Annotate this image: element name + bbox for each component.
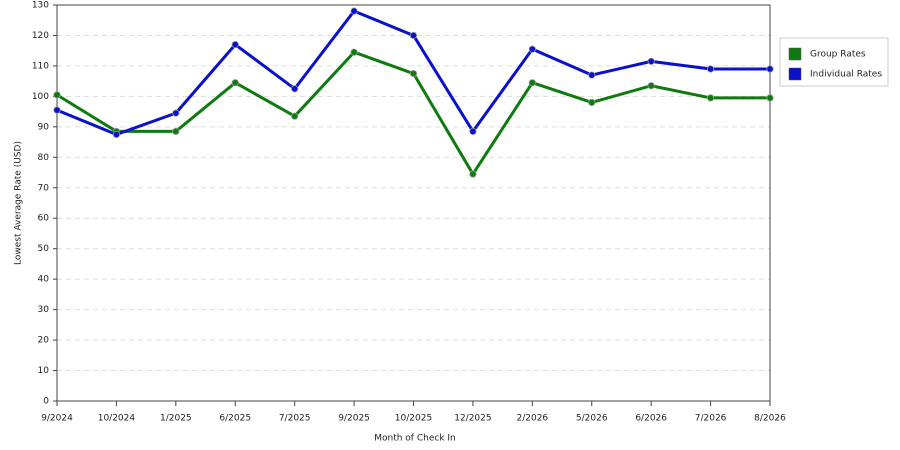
y-tick-label: 130 [32,1,49,11]
y-tick-label: 70 [38,183,50,193]
x-tick-label: 5/2026 [576,414,608,424]
y-tick-label: 110 [32,61,49,71]
x-tick-label: 1/2025 [160,414,192,424]
legend-swatch [788,67,802,81]
point [528,79,536,87]
y-tick-label: 120 [32,31,49,41]
point [172,109,180,117]
x-tick-label: 10/2024 [98,414,136,424]
point [528,45,536,53]
x-axis-label: Month of Check In [374,434,456,444]
point [766,65,774,73]
point [231,40,239,49]
x-tick-label: 7/2025 [279,414,311,424]
x-tick-label: 2/2026 [516,414,548,424]
point [172,127,180,136]
x-tick-label: 12/2025 [454,414,491,424]
point [53,106,61,114]
point [409,31,418,40]
point [647,82,655,90]
point [350,48,358,56]
x-tick-label: 7/2026 [695,414,727,424]
point [706,65,715,73]
point [588,98,596,107]
x-tick-label: 9/2025 [338,414,370,424]
point [291,112,299,120]
point [112,130,121,139]
y-tick-label: 100 [32,92,49,102]
point [291,85,299,93]
point [469,127,477,136]
x-tick-label: 6/2026 [635,414,667,424]
legend-swatch [788,47,802,61]
point [706,94,715,102]
legend-label: Group Rates [810,50,866,60]
point [53,91,61,99]
x-tick-label: 8/2026 [754,414,786,424]
y-tick-label: 40 [38,275,50,285]
x-tick-label: 9/2024 [41,414,73,424]
point [350,7,358,15]
y-axis-label: Lowest Average Rate (USD) [14,141,24,265]
y-tick-label: 20 [38,336,50,346]
point [231,79,239,87]
y-tick-label: 30 [38,305,50,315]
y-tick-label: 90 [38,122,50,132]
y-tick-label: 0 [43,397,49,407]
y-tick-label: 50 [38,244,50,254]
point [766,94,774,102]
point [647,57,655,65]
point [588,71,596,79]
plot-frame [56,4,771,402]
y-tick-label: 10 [38,366,50,376]
point [469,170,477,178]
point [409,69,418,78]
y-tick-label: 80 [38,153,50,163]
y-tick-label: 60 [38,214,50,224]
x-tick-label: 10/2025 [395,414,432,424]
legend-label: Individual Rates [810,70,882,80]
x-tick-label: 6/2025 [219,414,251,424]
